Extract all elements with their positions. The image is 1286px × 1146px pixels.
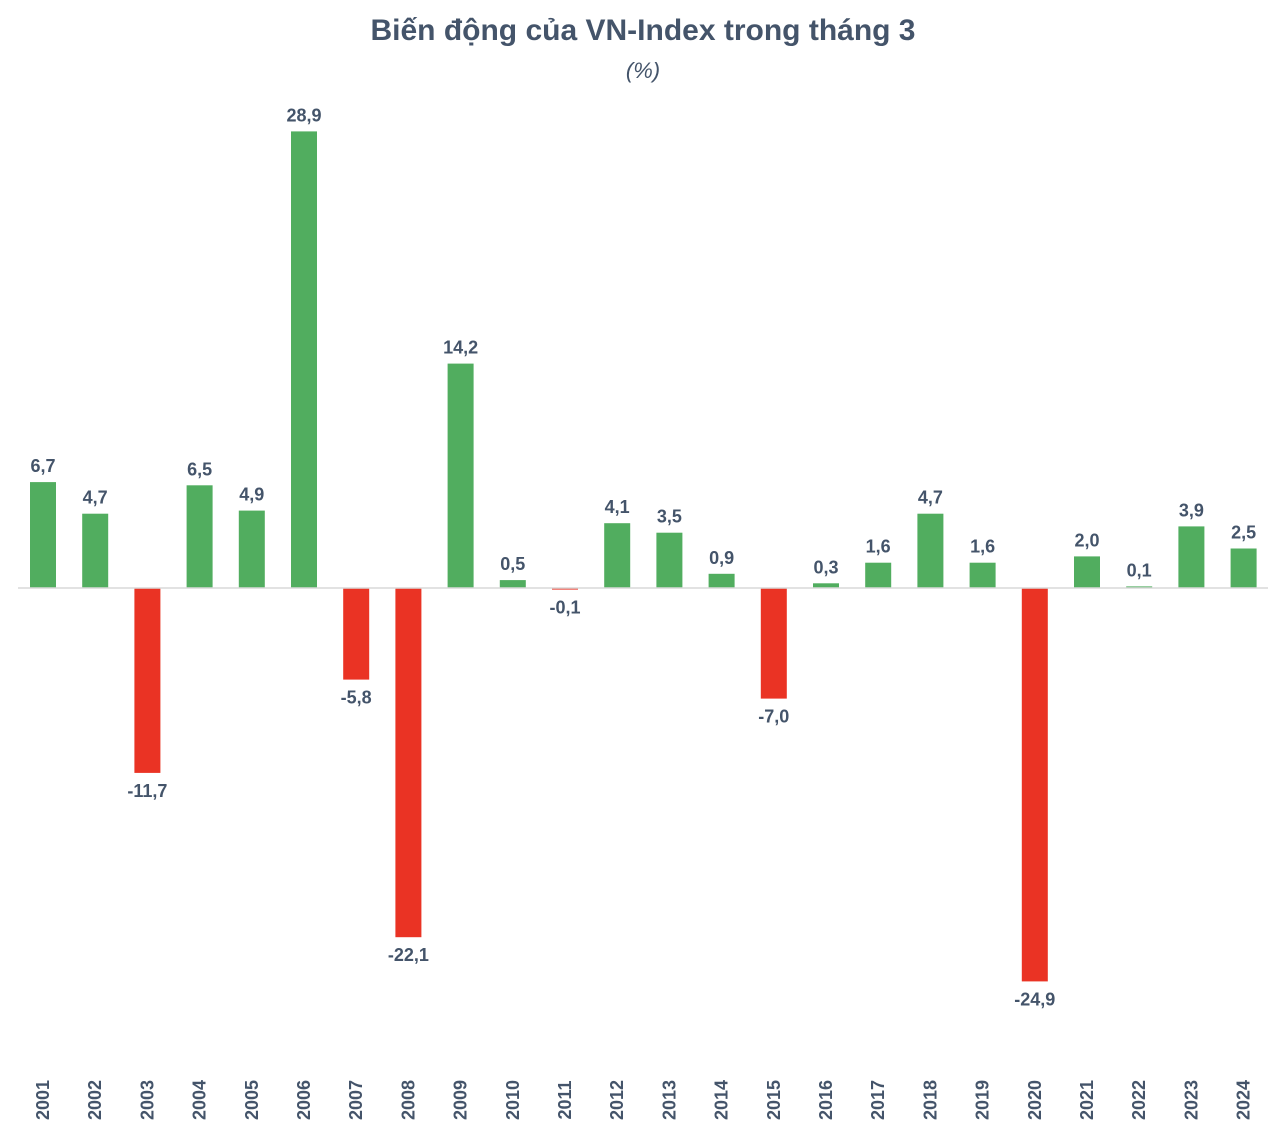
x-tick-label-2005: 2005 <box>242 1080 262 1120</box>
data-label-2023: 3,9 <box>1179 500 1204 520</box>
x-tick-label-2002: 2002 <box>85 1080 105 1120</box>
x-tick-label-2018: 2018 <box>920 1080 940 1120</box>
data-label-2016: 0,3 <box>813 557 838 577</box>
x-tick-label-2009: 2009 <box>451 1080 471 1120</box>
bar-2015 <box>760 588 787 699</box>
x-tick-label-2020: 2020 <box>1025 1080 1045 1120</box>
data-label-2009: 14,2 <box>443 338 478 358</box>
x-tick-label-2006: 2006 <box>294 1080 314 1120</box>
data-label-2014: 0,9 <box>709 548 734 568</box>
x-tick-label-2012: 2012 <box>607 1080 627 1120</box>
x-tick-label-2019: 2019 <box>973 1080 993 1120</box>
data-label-2002: 4,7 <box>83 488 108 508</box>
x-tick-label-2014: 2014 <box>712 1080 732 1120</box>
data-label-2022: 0,1 <box>1127 560 1152 580</box>
chart-title: Biến động của VN-Index trong tháng 3 <box>370 14 916 47</box>
bar-2004 <box>186 485 213 588</box>
bar-2022 <box>1126 586 1153 588</box>
x-tick-label-2011: 2011 <box>555 1080 575 1119</box>
data-label-2020: -24,9 <box>1014 989 1055 1009</box>
bar-2005 <box>238 510 265 588</box>
data-label-2007: -5,8 <box>341 688 372 708</box>
x-tick-label-2008: 2008 <box>398 1080 418 1120</box>
x-tick-label-2007: 2007 <box>346 1080 366 1120</box>
bar-2006 <box>291 131 317 588</box>
x-tick-label-2016: 2016 <box>816 1080 836 1120</box>
bar-2007 <box>343 588 370 680</box>
data-label-2001: 6,7 <box>30 456 55 476</box>
data-label-2010: 0,5 <box>500 554 525 574</box>
x-tick-label-2003: 2003 <box>137 1080 157 1120</box>
x-tick-label-2015: 2015 <box>764 1080 784 1120</box>
x-tick-label-2023: 2023 <box>1181 1080 1201 1120</box>
data-label-2024: 2,5 <box>1231 523 1256 543</box>
bar-2023 <box>1178 526 1205 588</box>
bar-2001 <box>30 482 56 588</box>
data-label-2006: 28,9 <box>286 105 321 125</box>
data-label-2005: 4,9 <box>239 485 264 505</box>
bar-2012 <box>604 523 631 588</box>
x-tick-label-2013: 2013 <box>659 1080 679 1120</box>
data-label-2011: -0,1 <box>549 598 580 618</box>
bar-2009 <box>447 363 474 588</box>
data-label-2004: 6,5 <box>187 459 212 479</box>
data-label-2012: 4,1 <box>605 497 630 517</box>
x-tick-label-2021: 2021 <box>1077 1080 1097 1120</box>
bar-2020 <box>1021 588 1048 982</box>
bar-2010 <box>499 580 526 588</box>
bar-2008 <box>395 588 422 938</box>
data-label-2018: 4,7 <box>918 488 943 508</box>
bar-2014 <box>708 573 735 588</box>
bar-2019 <box>969 562 996 588</box>
x-tick-label-2017: 2017 <box>868 1080 888 1120</box>
data-label-2008: -22,1 <box>388 945 429 965</box>
bar-2024 <box>1230 548 1257 588</box>
bar-2013 <box>656 532 683 588</box>
data-label-2003: -11,7 <box>127 781 167 801</box>
data-label-2017: 1,6 <box>866 537 891 557</box>
data-label-2019: 1,6 <box>970 537 995 557</box>
bar-2003 <box>134 588 161 773</box>
data-label-2013: 3,5 <box>657 507 682 527</box>
bar-2011 <box>552 588 578 590</box>
x-tick-label-2024: 2024 <box>1234 1080 1254 1120</box>
bar-2018 <box>917 513 944 588</box>
bar-2002 <box>82 513 109 588</box>
bar-2016 <box>813 583 839 588</box>
bar-2021 <box>1074 556 1100 588</box>
x-tick-label-2001: 2001 <box>33 1080 53 1120</box>
bar-2017 <box>865 562 892 588</box>
x-tick-label-2010: 2010 <box>503 1080 523 1120</box>
chart-subtitle: (%) <box>625 58 661 83</box>
data-label-2015: -7,0 <box>758 707 789 727</box>
x-tick-label-2004: 2004 <box>190 1080 210 1120</box>
data-label-2021: 2,0 <box>1074 530 1099 550</box>
x-tick-label-2022: 2022 <box>1129 1080 1149 1120</box>
